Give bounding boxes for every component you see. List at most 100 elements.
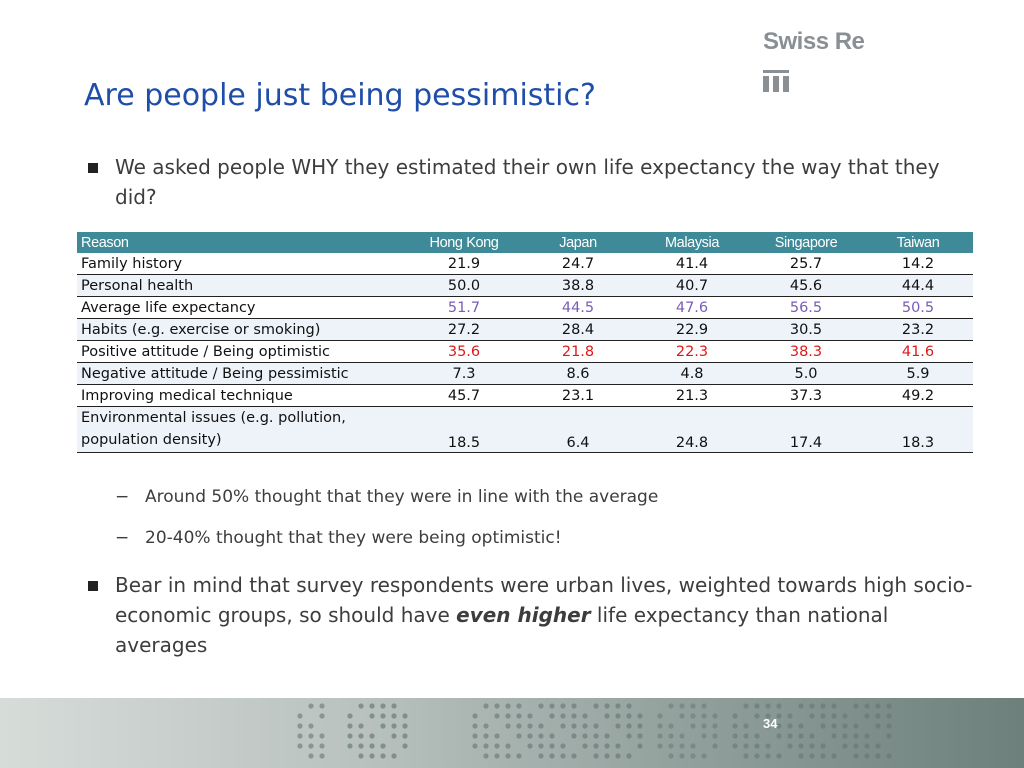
header-singapore: Singapore [749, 232, 863, 253]
footer-dot [297, 733, 303, 739]
footer-dot [657, 713, 663, 719]
footer-dot [483, 723, 489, 729]
footer-dot [853, 733, 859, 739]
footer-dot [571, 703, 577, 709]
cell-value: 18.3 [863, 406, 973, 453]
footer-dot [358, 743, 364, 749]
subbullet-average: − Around 50% thought that they were in l… [115, 487, 658, 507]
bullet-square-icon [88, 581, 98, 591]
footer-dot [319, 753, 325, 759]
cell-value: 45.7 [407, 384, 521, 407]
footer-dot [347, 733, 353, 739]
cell-value: 30.5 [749, 318, 863, 341]
footer-dot [712, 743, 718, 749]
footer-dot [483, 733, 489, 739]
subbullet-optimistic: − 20-40% thought that they were being op… [115, 528, 562, 548]
footer-dot [582, 743, 588, 749]
footer-dot [743, 733, 749, 739]
cell-value-highlight: 35.6 [407, 340, 521, 363]
footer-dot [831, 753, 837, 759]
footer-dot [358, 703, 364, 709]
footer-dot [626, 713, 632, 719]
footer-dot [754, 733, 760, 739]
footer-dot [391, 723, 397, 729]
header-reason: Reason [77, 232, 407, 253]
footer-dot [798, 753, 804, 759]
footer-dot [712, 733, 718, 739]
footer-dot [571, 723, 577, 729]
footer-dot [347, 723, 353, 729]
row-reason: Personal health [77, 274, 407, 297]
footer-dot [615, 723, 621, 729]
footer-dot [582, 723, 588, 729]
footer-dot [798, 743, 804, 749]
cell-value: 24.7 [521, 253, 635, 275]
footer-dot [690, 753, 696, 759]
footer-dot [472, 723, 478, 729]
header-hong-kong: Hong Kong [407, 232, 521, 253]
header-malaysia: Malaysia [635, 232, 749, 253]
footer-dot [505, 743, 511, 749]
footer-dot [571, 733, 577, 739]
footer-dot [538, 733, 544, 739]
table-row: Environmental issues (e.g. pollution, po… [77, 406, 973, 453]
footer-dot [809, 713, 815, 719]
footer-dot [549, 703, 555, 709]
table-row: Habits (e.g. exercise or smoking) 27.2 2… [77, 318, 973, 341]
footer-dot [391, 713, 397, 719]
footer-dot [809, 733, 815, 739]
footer-dot [690, 723, 696, 729]
footer-dot [886, 753, 892, 759]
footer-dot [402, 743, 408, 749]
footer-dot [809, 743, 815, 749]
footer-dot [626, 703, 632, 709]
footer-dot [875, 753, 881, 759]
footer-dot [560, 713, 566, 719]
cell-value: 5.9 [863, 362, 973, 385]
footer-dot [732, 743, 738, 749]
footer-dot [842, 713, 848, 719]
footer-dot [743, 743, 749, 749]
footer-dot [787, 733, 793, 739]
table-row: Average life expectancy 51.7 44.5 47.6 5… [77, 296, 973, 319]
footer-dot [701, 753, 707, 759]
footer-dot [494, 743, 500, 749]
footer-dot [308, 733, 314, 739]
footer-dot [831, 723, 837, 729]
footer-dot [886, 703, 892, 709]
footer-dot [538, 743, 544, 749]
footer-dot [593, 753, 599, 759]
footer-dot [820, 753, 826, 759]
footer-dot [875, 723, 881, 729]
cell-value: 38.8 [521, 274, 635, 297]
reasons-table: Reason Hong Kong Japan Malaysia Singapor… [77, 232, 973, 453]
footer-dot [380, 723, 386, 729]
footer-dot [505, 703, 511, 709]
footer-dot [483, 753, 489, 759]
footer-dot [743, 723, 749, 729]
cell-value-highlight: 47.6 [635, 296, 749, 319]
footer-dot [527, 723, 533, 729]
footer-dot [798, 703, 804, 709]
footer-dot [886, 723, 892, 729]
footer-dot [798, 723, 804, 729]
footer-dot [549, 753, 555, 759]
footer-dot [626, 753, 632, 759]
swiss-re-logo-text: Swiss Re [763, 28, 865, 55]
footer-dot [842, 743, 848, 749]
footer-dot [593, 733, 599, 739]
footer-dot [571, 753, 577, 759]
footer-dot [820, 703, 826, 709]
bullet-note-text-1: Bear in mind that survey respondents wer… [115, 573, 973, 627]
footer-dot [319, 743, 325, 749]
footer-dot [875, 703, 881, 709]
cell-value: 21.9 [407, 253, 521, 275]
bullet-note-emphasis: even higher [456, 603, 591, 627]
cell-value: 18.5 [407, 406, 521, 453]
footer-dot [505, 713, 511, 719]
bullet-question: We asked people WHY they estimated their… [88, 152, 975, 212]
footer-dot [679, 703, 685, 709]
footer-dot [765, 703, 771, 709]
cell-value: 24.8 [635, 406, 749, 453]
footer-dot [516, 703, 522, 709]
